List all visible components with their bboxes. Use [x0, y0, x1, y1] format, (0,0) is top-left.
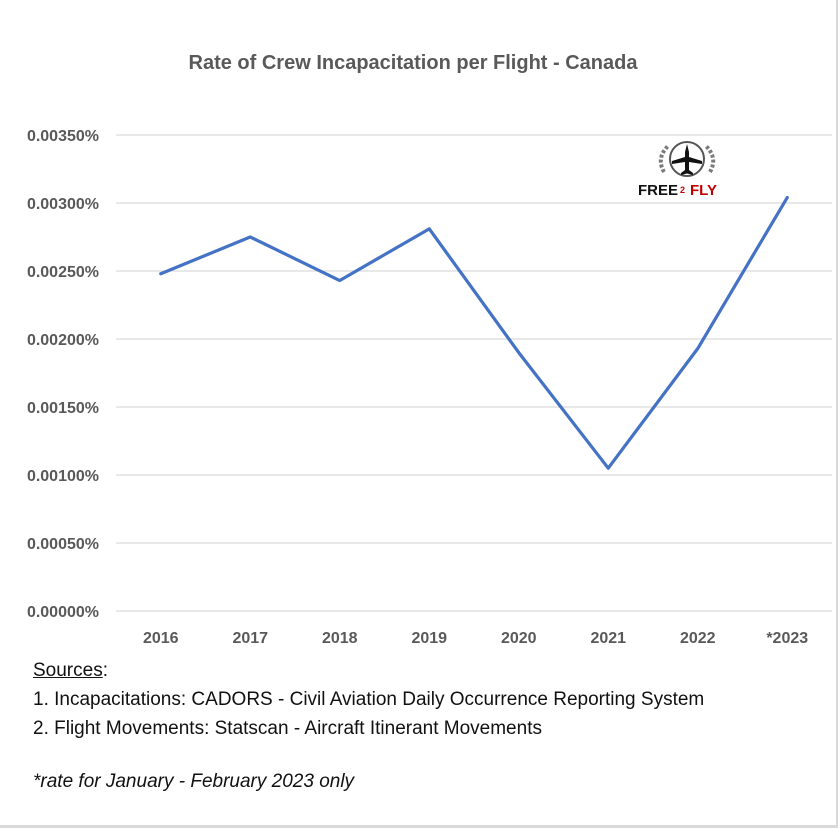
- footnote: *rate for January - February 2023 only: [33, 771, 355, 792]
- chart-title: Rate of Crew Incapacitation per Flight -…: [189, 52, 639, 74]
- x-tick-label: 2022: [680, 630, 716, 647]
- x-tick-label: 2020: [501, 630, 537, 647]
- y-tick-label: 0.00150%: [27, 400, 99, 417]
- x-axis-tick-labels: 2016 2017 2018 2019 2020 2021 2022 *2023: [143, 630, 808, 647]
- x-tick-label: *2023: [766, 630, 808, 647]
- y-tick-label: 0.00250%: [27, 264, 99, 281]
- free2fly-logo: FREE 2 FLY: [634, 140, 742, 202]
- x-tick-label: 2018: [322, 630, 358, 647]
- chart-notes: Sources: 1. Incapacitations: CADORS - Ci…: [33, 656, 813, 796]
- line-chart: Rate of Crew Incapacitation per Flight -…: [27, 52, 832, 647]
- x-tick-label: 2017: [232, 630, 268, 647]
- sources-line: Sources:: [33, 656, 813, 685]
- source-2: 2. Flight Movements: Statscan - Aircraft…: [33, 718, 542, 739]
- sources-heading: Sources: [33, 660, 103, 681]
- logo-wordmark: FREE 2 FLY: [638, 182, 717, 199]
- sources-colon: :: [102, 660, 108, 681]
- x-tick-label: 2019: [411, 630, 447, 647]
- series-line: [159, 195, 789, 470]
- source-1: 1. Incapacitations: CADORS - Civil Aviat…: [33, 689, 705, 710]
- y-tick-label: 0.00100%: [27, 468, 99, 485]
- y-tick-label: 0.00050%: [27, 536, 99, 553]
- y-axis-tick-labels: 0.00000% 0.00050% 0.00100% 0.00150% 0.00200%…: [27, 128, 99, 621]
- gridlines: [116, 134, 832, 612]
- y-tick-label: 0.00350%: [27, 128, 99, 145]
- x-tick-label: 2016: [143, 630, 179, 647]
- series-group: [159, 195, 789, 470]
- svg-text:FLY: FLY: [690, 182, 717, 199]
- x-tick-label: 2021: [590, 630, 626, 647]
- y-tick-label: 0.00200%: [27, 332, 99, 349]
- y-tick-label: 0.00000%: [27, 604, 99, 621]
- airplane-wreath-icon: [658, 141, 716, 177]
- svg-text:2: 2: [680, 185, 685, 195]
- svg-text:FREE: FREE: [638, 182, 678, 199]
- y-tick-label: 0.00300%: [27, 196, 99, 213]
